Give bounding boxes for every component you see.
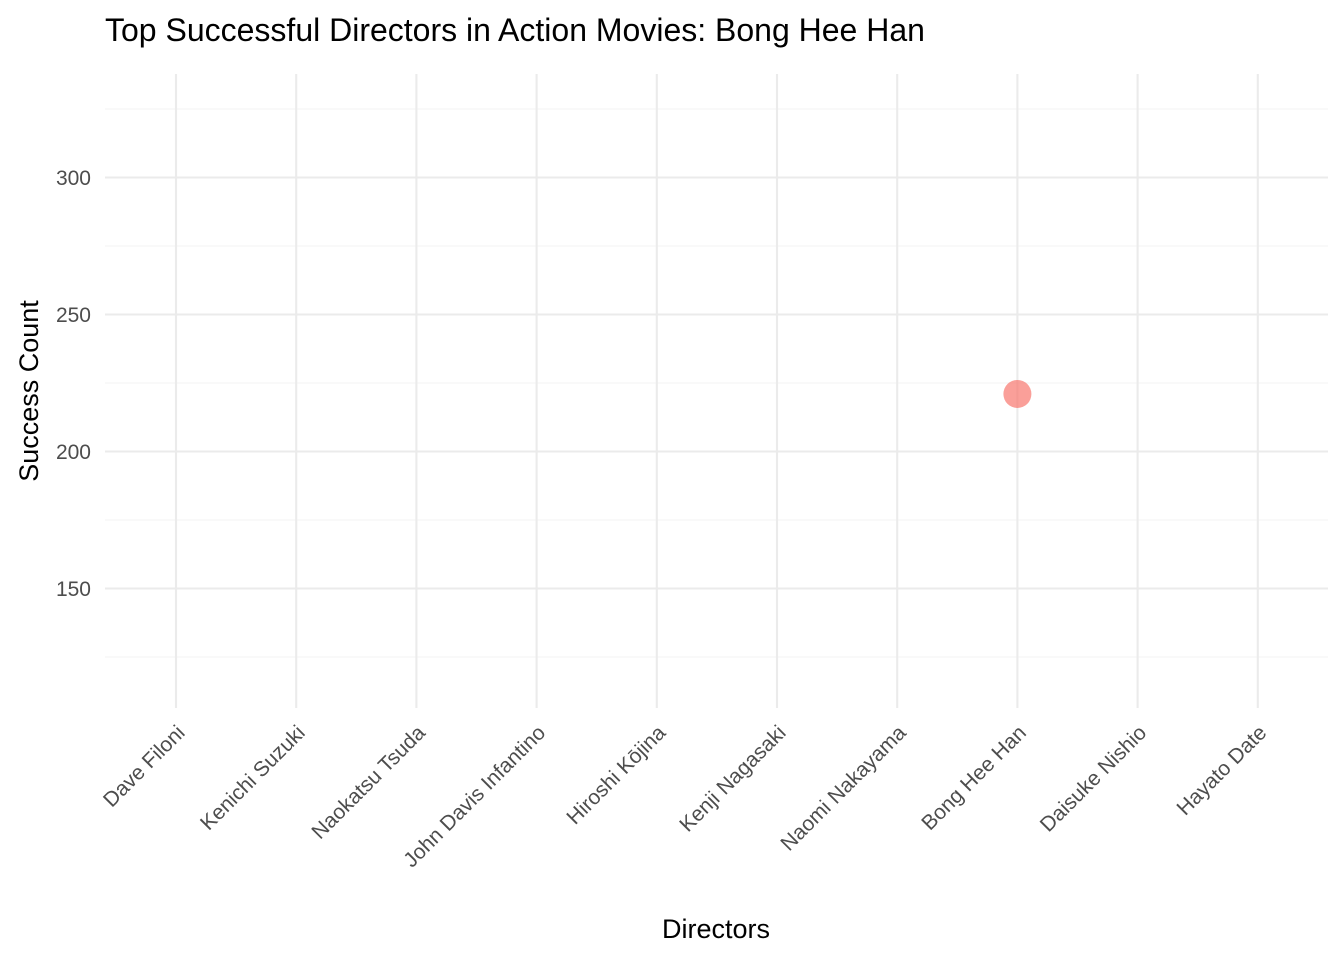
x-tick-label: Kenji Nagasaki <box>675 721 790 836</box>
x-axis-title: Directors <box>662 914 770 944</box>
y-axis-title: Success Count <box>14 300 44 482</box>
x-tick-label: Bong Hee Han <box>917 721 1031 835</box>
data-point <box>1003 379 1032 408</box>
y-axis-tick-labels: 150 200 250 300 <box>56 167 91 601</box>
y-tick-label: 300 <box>56 167 91 190</box>
data-points <box>1003 379 1032 408</box>
x-tick-label: Hayato Date <box>1173 721 1272 820</box>
y-tick-label: 150 <box>56 578 91 601</box>
y-tick-label: 250 <box>56 304 91 327</box>
x-tick-label: Daisuke Nishio <box>1036 721 1151 836</box>
x-tick-label: Kenichi Suzuki <box>196 721 310 835</box>
grid-lines <box>105 74 1328 708</box>
x-tick-label: Naomi Nakayama <box>776 721 911 856</box>
x-tick-label: Hiroshi Kōjina <box>562 721 670 829</box>
x-tick-label: Naokatsu Tsuda <box>307 721 430 844</box>
x-tick-label: Dave Filoni <box>99 721 190 812</box>
y-tick-label: 200 <box>56 441 91 464</box>
chart-title: Top Successful Directors in Action Movie… <box>105 12 925 48</box>
